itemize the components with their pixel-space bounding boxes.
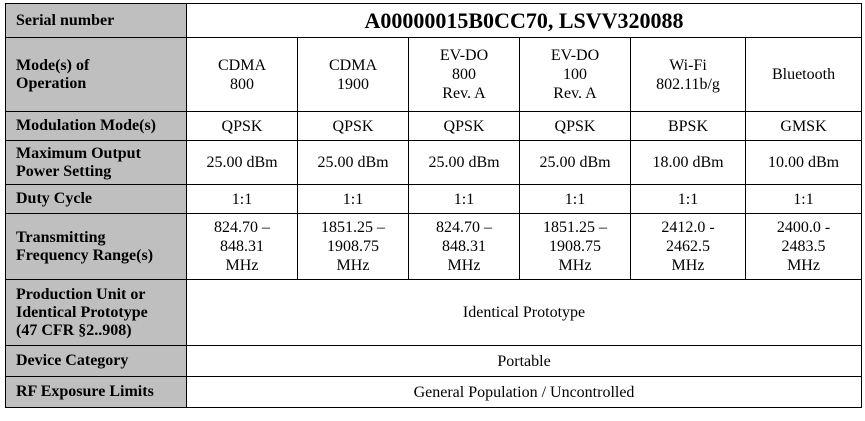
duty-cycle-cell: 1:1 [408,184,520,214]
row-frequency-range: Transmitting Frequency Range(s) 824.70 –… [5,213,863,280]
modulation-cell: QPSK [186,111,298,141]
device-category-label: Device Category [5,345,187,377]
frequency-range-cell: 1851.25 – 1908.75 MHz [519,213,631,280]
duty-cycle-label: Duty Cycle [5,184,187,214]
modulation-cell: QPSK [297,111,409,141]
modes-label: Mode(s) of Operation [5,37,187,112]
modulation-cell: QPSK [408,111,520,141]
frequency-range-cell: 1851.25 – 1908.75 MHz [297,213,409,280]
duty-cycle-cell: 1:1 [186,184,298,214]
duty-cycle-cell: 1:1 [297,184,409,214]
serial-number-label: Serial number [5,3,187,38]
row-max-power: Maximum Output Power Setting 25.00 dBm 2… [5,140,863,185]
serial-number-value: A00000015B0CC70, LSVV320088 [185,3,863,38]
duty-cycle-cell: 1:1 [744,184,863,214]
max-power-cell: 25.00 dBm [519,140,631,185]
max-power-cell: 25.00 dBm [408,140,520,185]
row-modulation: Modulation Mode(s) QPSK QPSK QPSK QPSK B… [5,111,863,141]
mode-cell: EV-DO 800 Rev. A [408,37,520,112]
max-power-label: Maximum Output Power Setting [5,140,187,185]
frequency-range-cell: 824.70 – 848.31 MHz [186,213,298,280]
mode-cell: CDMA 800 [186,37,298,112]
spec-table-container: Serial number A00000015B0CC70, LSVV32008… [5,3,863,408]
modulation-label: Modulation Mode(s) [5,111,187,141]
modulation-cell: BPSK [630,111,746,141]
rf-exposure-value: General Population / Uncontrolled [185,376,863,408]
max-power-cell: 25.00 dBm [186,140,298,185]
row-modes: Mode(s) of Operation CDMA 800 CDMA 1900 … [5,37,863,112]
max-power-cell: 10.00 dBm [744,140,863,185]
mode-cell: Wi-Fi 802.11b/g [630,37,746,112]
row-production-unit: Production Unit or Identical Prototype (… [5,279,863,346]
device-category-value: Portable [185,345,863,377]
frequency-range-cell: 2400.0 - 2483.5 MHz [744,213,863,280]
device-spec-table: Serial number A00000015B0CC70, LSVV32008… [5,3,863,408]
modulation-cell: GMSK [744,111,863,141]
rf-exposure-label: RF Exposure Limits [5,376,187,408]
frequency-range-cell: 824.70 – 848.31 MHz [408,213,520,280]
duty-cycle-cell: 1:1 [519,184,631,214]
modulation-cell: QPSK [519,111,631,141]
max-power-cell: 25.00 dBm [297,140,409,185]
production-unit-label: Production Unit or Identical Prototype (… [5,279,187,346]
row-serial-number: Serial number A00000015B0CC70, LSVV32008… [5,3,863,38]
frequency-range-label: Transmitting Frequency Range(s) [5,213,187,280]
max-power-cell: 18.00 dBm [630,140,746,185]
duty-cycle-cell: 1:1 [630,184,746,214]
row-duty-cycle: Duty Cycle 1:1 1:1 1:1 1:1 1:1 1:1 [5,184,863,214]
mode-cell: Bluetooth [744,37,863,112]
row-device-category: Device Category Portable [5,345,863,377]
frequency-range-cell: 2412.0 - 2462.5 MHz [630,213,746,280]
row-rf-exposure: RF Exposure Limits General Population / … [5,376,863,408]
mode-cell: CDMA 1900 [297,37,409,112]
mode-cell: EV-DO 100 Rev. A [519,37,631,112]
production-unit-value: Identical Prototype [185,279,863,346]
